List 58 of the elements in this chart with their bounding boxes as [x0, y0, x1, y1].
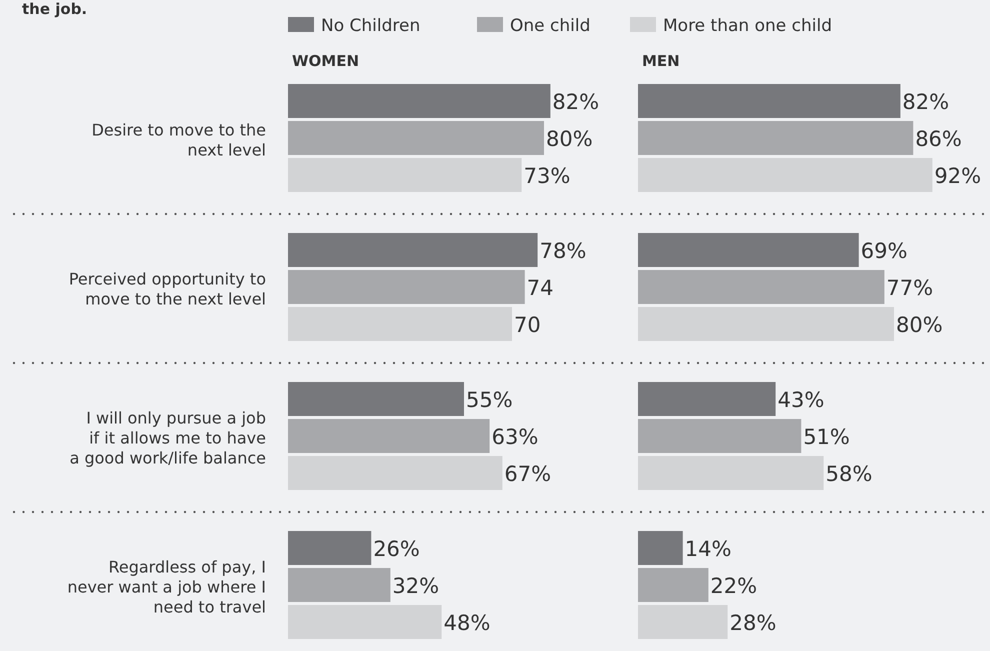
bar — [288, 382, 464, 416]
data-label: 14% — [684, 537, 732, 561]
data-label: 32% — [392, 574, 440, 598]
y-tick-label: I will only pursue a job if it allows me to have a good work/life balance — [70, 408, 266, 468]
bar — [288, 84, 550, 118]
data-label: 77% — [886, 276, 934, 300]
data-label: 74 — [526, 276, 554, 300]
data-label: 28% — [730, 611, 776, 635]
data-label: 55% — [466, 388, 513, 412]
legend-label: More than one child — [663, 16, 832, 36]
data-label: 80% — [896, 313, 943, 337]
bar — [288, 270, 525, 304]
data-label: 80% — [546, 127, 593, 151]
y-tick-label: Perceived opportunity to move to the next level — [68, 270, 266, 308]
bar — [288, 605, 442, 639]
data-label: 58% — [826, 462, 872, 486]
data-label: 82% — [902, 90, 950, 114]
text: the job. — [22, 0, 88, 18]
bar — [638, 270, 884, 304]
chart-subtitle: WOMEN — [292, 52, 360, 70]
bar — [288, 233, 538, 267]
data-label: 22% — [710, 574, 758, 598]
bar — [638, 531, 683, 565]
data-label: 73% — [524, 164, 570, 188]
data-label: 82% — [552, 90, 600, 114]
legend-label: No Children — [321, 16, 420, 36]
legend-label: One child — [510, 16, 590, 36]
data-label: 86% — [915, 127, 962, 151]
bar — [638, 158, 932, 192]
bar — [638, 233, 859, 267]
bar — [288, 419, 490, 453]
bar — [638, 121, 914, 155]
chart-subtitle: MEN — [642, 52, 680, 70]
bar — [288, 531, 372, 565]
bar — [638, 605, 728, 639]
data-label: 78% — [540, 239, 586, 263]
data-label: 51% — [803, 425, 850, 449]
data-label: 69% — [860, 239, 908, 263]
bar — [638, 419, 802, 453]
bar — [288, 568, 390, 602]
bar — [638, 382, 776, 416]
bar — [638, 568, 708, 602]
data-label: 26% — [373, 537, 420, 561]
bar — [638, 307, 894, 341]
bar — [638, 84, 900, 118]
y-tick-label: Desire to move to the next level — [92, 120, 266, 160]
bar — [638, 456, 824, 490]
y-tick-label: Regardless of pay, I never want a job where I need to travel — [67, 558, 266, 616]
data-label: 67% — [504, 462, 552, 486]
data-label: 92% — [934, 164, 982, 188]
bar — [288, 307, 512, 341]
bar — [288, 158, 522, 192]
data-label: 48% — [444, 611, 490, 635]
data-label: 63% — [492, 425, 538, 449]
data-label: 43% — [778, 388, 824, 412]
data-label: 70 — [514, 313, 541, 337]
bar — [288, 456, 502, 490]
bar — [288, 121, 544, 155]
